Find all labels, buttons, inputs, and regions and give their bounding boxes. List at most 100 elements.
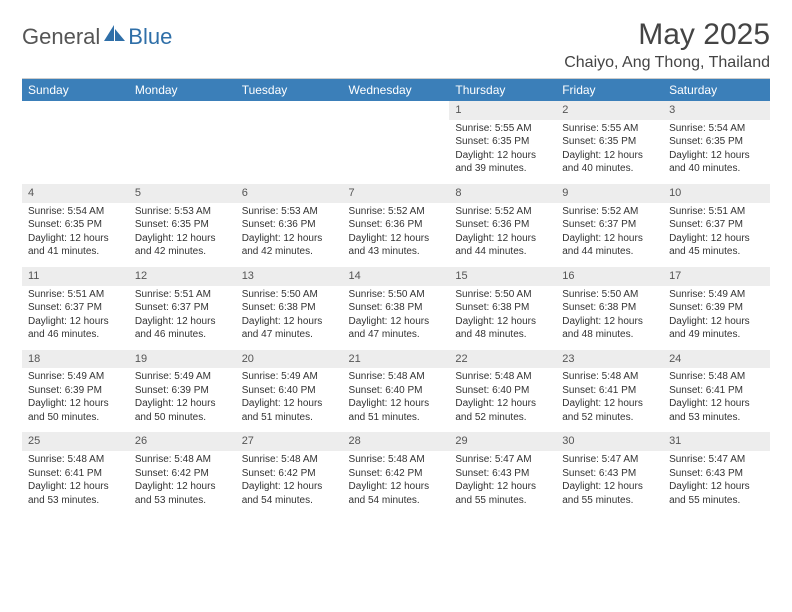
day-day1: Daylight: 12 hours bbox=[349, 397, 444, 411]
day-sunrise: Sunrise: 5:55 AM bbox=[455, 122, 550, 136]
day-number-cell: 19 bbox=[129, 350, 236, 369]
day-day2: and 51 minutes. bbox=[242, 411, 337, 425]
day-day2: and 43 minutes. bbox=[349, 245, 444, 259]
day-number-cell: 26 bbox=[129, 432, 236, 451]
day-day2: and 47 minutes. bbox=[242, 328, 337, 342]
day-sunset: Sunset: 6:39 PM bbox=[28, 384, 123, 398]
day-sunrise: Sunrise: 5:51 AM bbox=[669, 205, 764, 219]
day-content-cell: Sunrise: 5:49 AMSunset: 6:40 PMDaylight:… bbox=[236, 368, 343, 432]
day-content-cell: Sunrise: 5:53 AMSunset: 6:36 PMDaylight:… bbox=[236, 203, 343, 267]
day-number-row: 11121314151617 bbox=[22, 267, 770, 286]
day-sunrise: Sunrise: 5:47 AM bbox=[455, 453, 550, 467]
weekday-header: Monday bbox=[129, 79, 236, 101]
day-content-cell: Sunrise: 5:53 AMSunset: 6:35 PMDaylight:… bbox=[129, 203, 236, 267]
day-sunset: Sunset: 6:38 PM bbox=[562, 301, 657, 315]
day-content-cell: Sunrise: 5:49 AMSunset: 6:39 PMDaylight:… bbox=[129, 368, 236, 432]
day-content-cell: Sunrise: 5:48 AMSunset: 6:41 PMDaylight:… bbox=[663, 368, 770, 432]
day-day1: Daylight: 12 hours bbox=[28, 397, 123, 411]
day-number-cell: 15 bbox=[449, 267, 556, 286]
day-content-row: Sunrise: 5:55 AMSunset: 6:35 PMDaylight:… bbox=[22, 120, 770, 184]
day-sunset: Sunset: 6:37 PM bbox=[135, 301, 230, 315]
brand-text-1: General bbox=[22, 24, 100, 50]
day-day1: Daylight: 12 hours bbox=[349, 315, 444, 329]
day-day2: and 44 minutes. bbox=[562, 245, 657, 259]
day-content-cell: Sunrise: 5:47 AMSunset: 6:43 PMDaylight:… bbox=[556, 451, 663, 515]
day-content-cell: Sunrise: 5:48 AMSunset: 6:40 PMDaylight:… bbox=[449, 368, 556, 432]
day-sunset: Sunset: 6:37 PM bbox=[562, 218, 657, 232]
day-content-cell: Sunrise: 5:51 AMSunset: 6:37 PMDaylight:… bbox=[22, 286, 129, 350]
day-sunset: Sunset: 6:35 PM bbox=[455, 135, 550, 149]
day-number-cell: 25 bbox=[22, 432, 129, 451]
day-sunrise: Sunrise: 5:50 AM bbox=[562, 288, 657, 302]
day-sunrise: Sunrise: 5:50 AM bbox=[455, 288, 550, 302]
day-number-row: 123 bbox=[22, 101, 770, 120]
day-content-cell: Sunrise: 5:50 AMSunset: 6:38 PMDaylight:… bbox=[449, 286, 556, 350]
day-day1: Daylight: 12 hours bbox=[135, 315, 230, 329]
day-sunset: Sunset: 6:43 PM bbox=[669, 467, 764, 481]
day-sunrise: Sunrise: 5:55 AM bbox=[562, 122, 657, 136]
day-number-row: 45678910 bbox=[22, 184, 770, 203]
day-sunrise: Sunrise: 5:48 AM bbox=[669, 370, 764, 384]
day-day2: and 53 minutes. bbox=[28, 494, 123, 508]
day-day2: and 39 minutes. bbox=[455, 162, 550, 176]
day-content-cell: Sunrise: 5:50 AMSunset: 6:38 PMDaylight:… bbox=[343, 286, 450, 350]
day-number-cell: 27 bbox=[236, 432, 343, 451]
day-day1: Daylight: 12 hours bbox=[28, 315, 123, 329]
weekday-header: Tuesday bbox=[236, 79, 343, 101]
day-number-cell: 28 bbox=[343, 432, 450, 451]
day-number-cell: 8 bbox=[449, 184, 556, 203]
day-day2: and 48 minutes. bbox=[455, 328, 550, 342]
header: General Blue May 2025 Chaiyo, Ang Thong,… bbox=[22, 18, 770, 72]
day-day2: and 55 minutes. bbox=[455, 494, 550, 508]
day-number-cell: 9 bbox=[556, 184, 663, 203]
day-number-cell: 2 bbox=[556, 101, 663, 120]
day-content-cell: Sunrise: 5:47 AMSunset: 6:43 PMDaylight:… bbox=[449, 451, 556, 515]
day-sunrise: Sunrise: 5:49 AM bbox=[135, 370, 230, 384]
day-sunset: Sunset: 6:36 PM bbox=[242, 218, 337, 232]
day-number-cell bbox=[343, 101, 450, 120]
day-content-row: Sunrise: 5:48 AMSunset: 6:41 PMDaylight:… bbox=[22, 451, 770, 515]
day-number-cell: 31 bbox=[663, 432, 770, 451]
day-number-cell: 20 bbox=[236, 350, 343, 369]
calendar-table: Sunday Monday Tuesday Wednesday Thursday… bbox=[22, 79, 770, 515]
day-number-cell: 7 bbox=[343, 184, 450, 203]
day-number-cell: 18 bbox=[22, 350, 129, 369]
day-day2: and 42 minutes. bbox=[135, 245, 230, 259]
day-day2: and 55 minutes. bbox=[562, 494, 657, 508]
day-number-cell: 21 bbox=[343, 350, 450, 369]
brand-text-2: Blue bbox=[128, 24, 172, 50]
day-sunset: Sunset: 6:39 PM bbox=[135, 384, 230, 398]
day-day2: and 46 minutes. bbox=[28, 328, 123, 342]
day-content-cell: Sunrise: 5:50 AMSunset: 6:38 PMDaylight:… bbox=[236, 286, 343, 350]
day-number-cell: 13 bbox=[236, 267, 343, 286]
day-day2: and 52 minutes. bbox=[562, 411, 657, 425]
day-content-cell bbox=[22, 120, 129, 184]
day-day2: and 49 minutes. bbox=[669, 328, 764, 342]
day-number-cell: 12 bbox=[129, 267, 236, 286]
day-sunset: Sunset: 6:40 PM bbox=[349, 384, 444, 398]
day-number-cell: 1 bbox=[449, 101, 556, 120]
day-content-cell: Sunrise: 5:52 AMSunset: 6:36 PMDaylight:… bbox=[343, 203, 450, 267]
brand-logo: General Blue bbox=[22, 24, 172, 50]
day-day1: Daylight: 12 hours bbox=[28, 480, 123, 494]
day-content-cell: Sunrise: 5:48 AMSunset: 6:42 PMDaylight:… bbox=[129, 451, 236, 515]
day-content-row: Sunrise: 5:49 AMSunset: 6:39 PMDaylight:… bbox=[22, 368, 770, 432]
day-day1: Daylight: 12 hours bbox=[669, 397, 764, 411]
day-sunset: Sunset: 6:41 PM bbox=[669, 384, 764, 398]
month-title: May 2025 bbox=[564, 18, 770, 52]
day-sunrise: Sunrise: 5:49 AM bbox=[28, 370, 123, 384]
day-number-cell: 23 bbox=[556, 350, 663, 369]
day-sunset: Sunset: 6:38 PM bbox=[349, 301, 444, 315]
day-day1: Daylight: 12 hours bbox=[455, 397, 550, 411]
day-content-row: Sunrise: 5:51 AMSunset: 6:37 PMDaylight:… bbox=[22, 286, 770, 350]
day-day2: and 51 minutes. bbox=[349, 411, 444, 425]
day-day1: Daylight: 12 hours bbox=[242, 315, 337, 329]
day-content-cell: Sunrise: 5:48 AMSunset: 6:42 PMDaylight:… bbox=[236, 451, 343, 515]
day-number-cell: 17 bbox=[663, 267, 770, 286]
day-content-cell bbox=[129, 120, 236, 184]
day-number-cell: 3 bbox=[663, 101, 770, 120]
day-sunset: Sunset: 6:35 PM bbox=[669, 135, 764, 149]
day-sunset: Sunset: 6:35 PM bbox=[135, 218, 230, 232]
location-text: Chaiyo, Ang Thong, Thailand bbox=[564, 54, 770, 72]
day-sunset: Sunset: 6:35 PM bbox=[562, 135, 657, 149]
